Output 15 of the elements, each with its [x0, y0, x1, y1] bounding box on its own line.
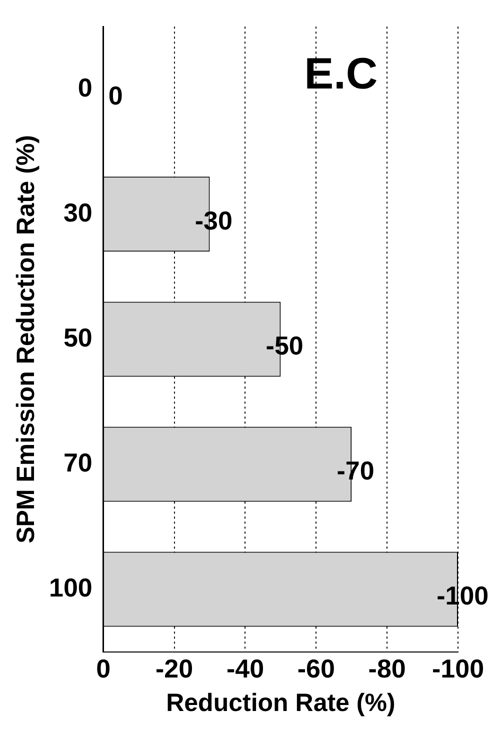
- y-tick-label: 70: [63, 447, 92, 478]
- y-tick-label: 50: [63, 322, 92, 352]
- x-tick-label: -60: [297, 654, 335, 684]
- x-tick-label: -80: [368, 654, 406, 684]
- x-axis-title: Reduction Rate (%): [166, 688, 396, 717]
- x-tick-label: -20: [156, 654, 194, 684]
- annotation: E.C: [304, 50, 378, 99]
- y-tick-label: 30: [63, 197, 92, 228]
- y-tick-label: 100: [48, 572, 92, 602]
- x-tick-label: -100: [432, 654, 484, 684]
- data-label: 0: [108, 80, 123, 110]
- x-tick-label: 0: [96, 654, 111, 684]
- x-tick-label: -40: [226, 654, 264, 684]
- y-axis-title: SPM Emission Reduction Rate (%): [12, 135, 40, 544]
- y-tick-label: 0: [78, 72, 92, 102]
